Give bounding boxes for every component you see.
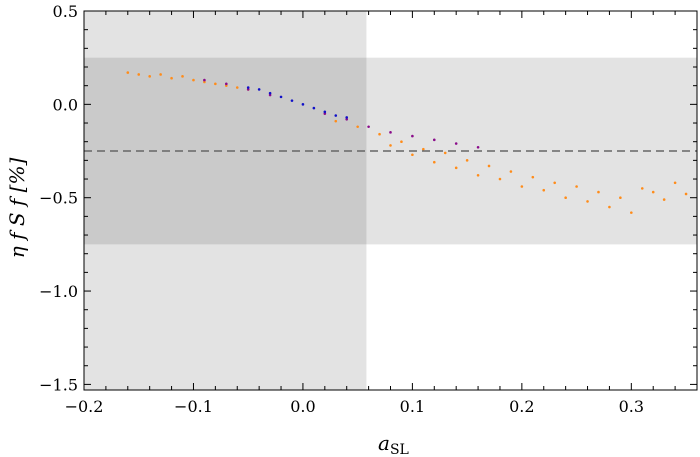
data-point [673,181,677,185]
y-tick-label: 0.0 [53,95,78,114]
data-point [356,125,359,129]
data-point [542,188,546,192]
data-point [411,134,414,138]
data-point [454,142,458,145]
y-tick-labels: 0.5 0.0 −0.5 −1.0 −1.5 [39,2,78,394]
data-point [498,177,502,181]
data-point [586,200,589,203]
data-point [553,181,556,185]
data-point [389,144,392,147]
data-point [268,91,272,95]
data-point [137,73,141,76]
data-point [597,190,600,194]
data-point [432,160,436,164]
x-axis-title: aSL [378,431,409,457]
data-point [323,110,327,114]
data-point [619,196,622,199]
data-point [345,117,349,121]
data-point [651,190,655,194]
data-point [235,86,239,89]
data-point [509,170,513,173]
data-point [148,75,151,78]
data-point [203,80,206,84]
y-axis-title: η f S f [%] [5,158,29,259]
data-point [575,185,578,188]
data-point [246,86,250,89]
x-tick-label: 0.3 [619,397,644,416]
data-point [520,185,524,188]
data-point [476,173,480,177]
data-point [192,78,195,82]
x-tick-label: 0.0 [290,397,315,416]
data-point [422,147,425,151]
data-point [181,75,184,78]
data-point [323,112,327,115]
data-point [531,175,535,179]
shaded-regions [84,11,697,390]
data-point [301,103,305,106]
data-point [411,153,414,157]
y-tick-label: 0.5 [53,2,78,21]
data-point [684,192,688,196]
data-point [214,82,217,86]
data-point [268,93,272,97]
data-point [334,114,338,117]
data-point [487,164,491,168]
x-tick-label: 0.2 [509,397,534,416]
x-tick-label: −0.1 [174,397,213,416]
x-tick-label: −0.2 [65,397,104,416]
data-point [246,88,250,91]
data-point [290,99,294,102]
data-point [608,205,611,209]
data-point [126,71,130,74]
data-point [225,84,228,87]
data-point [203,78,206,82]
data-point [432,138,436,142]
scatter-points [126,71,688,214]
data-point [257,88,261,91]
data-point [279,95,283,99]
data-point [564,196,567,199]
data-point [630,211,633,214]
y-tick-label: −1.0 [39,282,78,301]
data-point [454,166,458,170]
x-tick-labels: −0.2 −0.1 0.0 0.1 0.2 0.3 [65,397,644,416]
data-point [400,140,403,143]
x-tick-label: 0.1 [400,397,425,416]
axis-ticks [83,10,698,390]
data-point [443,151,447,155]
data-point [345,116,349,119]
data-point [367,125,370,129]
data-point [334,119,338,123]
y-tick-label: −0.5 [39,189,78,208]
data-point [465,159,469,162]
data-point [662,198,666,201]
data-point [378,132,381,136]
data-point [159,73,162,76]
data-point [170,76,173,80]
data-point [225,82,228,86]
data-point [389,131,392,134]
data-point [312,106,316,110]
data-point [476,145,480,149]
y-tick-label: −1.5 [39,375,78,394]
data-point [640,187,644,190]
